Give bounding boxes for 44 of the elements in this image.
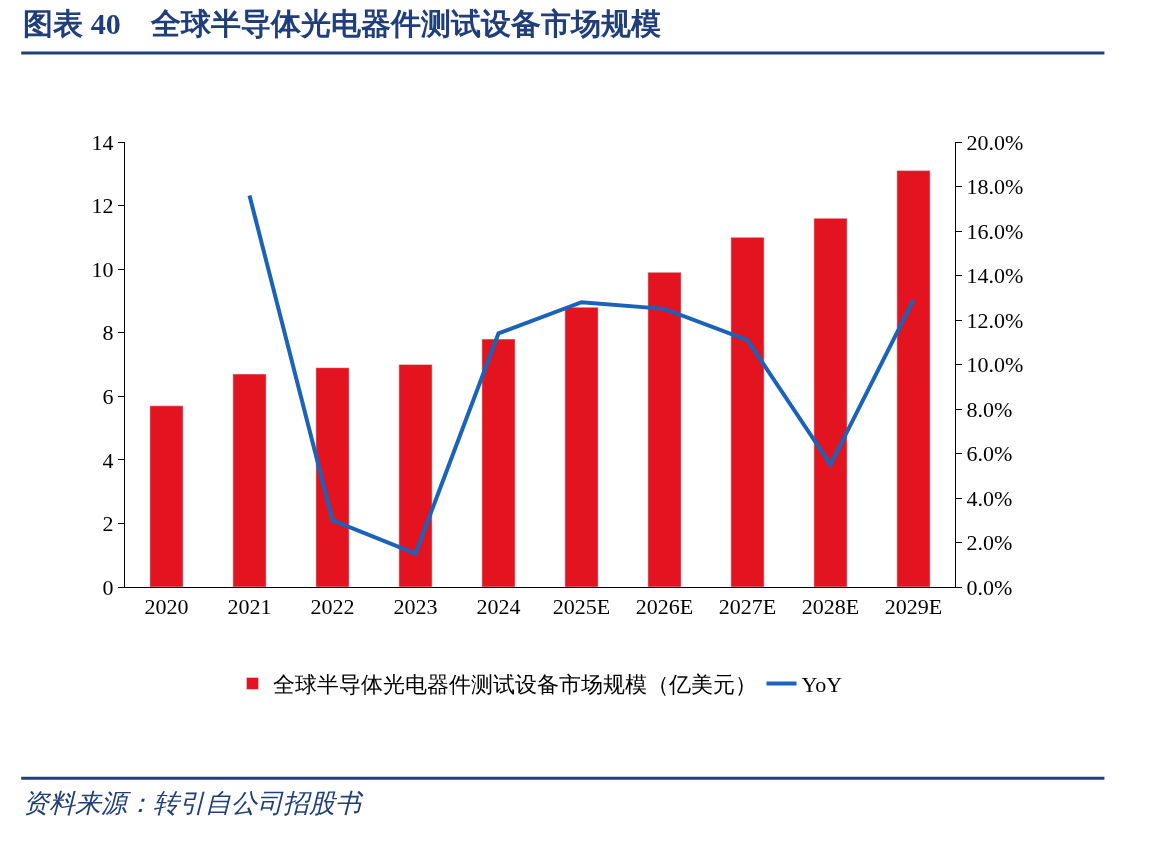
x-tick-label: 2020 [144, 594, 189, 620]
y-tick-label: 12 [91, 193, 114, 219]
text: 资料来源：转引自公司招股书 [23, 789, 364, 818]
y2-tick-label: 18.0% [966, 174, 1024, 200]
x-tick-label: 2028E [801, 594, 860, 620]
y2-tick-label: 2.0% [966, 530, 1013, 556]
x-tick-label: 2023 [393, 594, 438, 620]
y2-tick-label: 0.0% [966, 574, 1013, 600]
legend-label: YoY [801, 672, 843, 698]
x-tick-label: 2024 [476, 594, 521, 620]
bar [730, 237, 765, 587]
chart-title: 图表 40 全球半导体光电器件测试设备市场规模 [23, 6, 661, 40]
y2-tick-label: 4.0% [966, 485, 1013, 511]
y-tick-label: 8 [102, 320, 114, 346]
y2-tick-label: 14.0% [966, 263, 1024, 289]
x-tick-label: 2025E [552, 594, 611, 620]
bar [232, 373, 267, 587]
x-tick-label: 2022 [310, 594, 355, 620]
bar [481, 338, 516, 587]
bar [564, 307, 599, 587]
bar [315, 367, 350, 587]
x-tick-label: 2027E [718, 594, 777, 620]
y2-tick-label: 16.0% [966, 218, 1024, 244]
x-tick-label: 2026E [635, 594, 694, 620]
y-tick-label: 0 [102, 574, 114, 600]
y2-tick-label: 6.0% [966, 441, 1013, 467]
x-tick-label: 2029E [884, 594, 943, 620]
line-series [247, 193, 916, 556]
y-tick-label: 4 [102, 447, 114, 473]
bar [896, 170, 931, 587]
legend-label: 全球半导体光电器件测试设备市场规模（亿美元） [272, 672, 757, 698]
x-tick-label: 2021 [227, 594, 272, 620]
y2-tick-label: 12.0% [966, 307, 1024, 333]
y2-tick-label: 8.0% [966, 396, 1013, 422]
bar [149, 405, 184, 587]
y-tick-label: 6 [102, 383, 114, 409]
bar [813, 218, 848, 587]
bar [647, 272, 682, 587]
y-tick-label: 2 [102, 511, 114, 537]
y2-tick-label: 20.0% [966, 129, 1024, 155]
y-tick-label: 14 [91, 129, 114, 155]
y-tick-label: 10 [91, 256, 114, 282]
bar [398, 364, 433, 587]
y2-tick-label: 10.0% [966, 352, 1024, 378]
